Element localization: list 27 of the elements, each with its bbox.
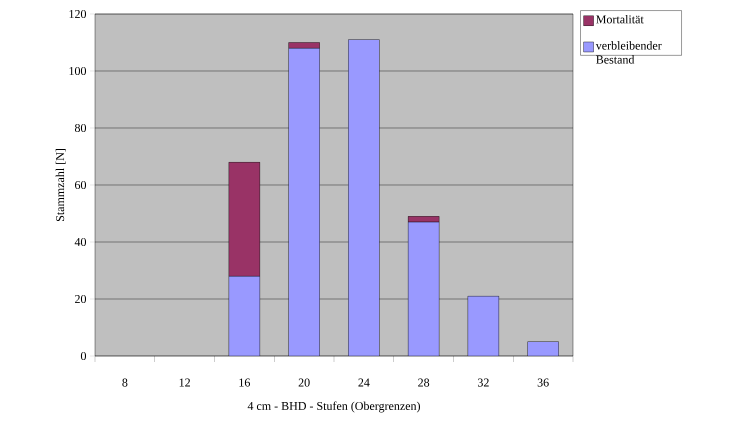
bar <box>468 296 500 356</box>
y-tick-label: 0 <box>80 352 86 360</box>
bar <box>408 216 440 222</box>
x-axis-title: 4 cm - BHD - Stufen (Obergrenzen) <box>248 401 420 412</box>
y-tick-label: 60 <box>74 180 86 190</box>
x-tick-label: 12 <box>180 378 190 386</box>
bar <box>288 42 320 48</box>
y-tick-label: 120 <box>70 10 86 18</box>
bar <box>228 276 260 356</box>
bar <box>527 342 559 356</box>
x-tick-label: 32 <box>478 378 489 387</box>
y-tick-label: 100 <box>70 66 86 76</box>
x-tick-label: 20 <box>298 378 310 387</box>
bar <box>348 39 380 356</box>
bar <box>288 48 320 356</box>
legend-label: Mortalität <box>596 14 644 24</box>
legend-label: verbleibender Bestand <box>596 41 662 64</box>
x-tick-label: 24 <box>358 378 370 386</box>
y-tick-label: 40 <box>74 238 86 246</box>
y-tick-label: 20 <box>75 294 86 304</box>
x-tick-label: 8 <box>122 378 128 387</box>
y-axis-title: Stammzahl [N] <box>56 149 66 222</box>
x-tick-label: 36 <box>538 378 549 387</box>
x-tick-label: 16 <box>239 378 250 387</box>
bar <box>408 222 440 356</box>
y-tick-label: 80 <box>74 124 86 132</box>
x-tick-label: 28 <box>418 378 430 387</box>
